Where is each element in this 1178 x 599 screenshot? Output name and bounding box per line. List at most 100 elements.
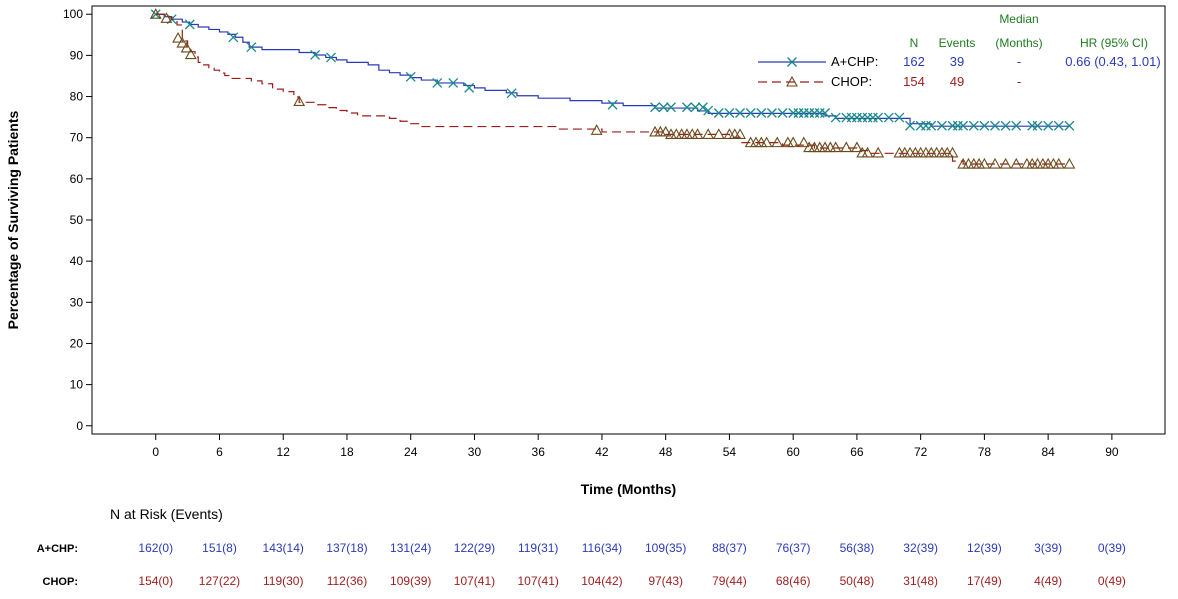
censor-marker-chop — [920, 146, 932, 158]
censor-marker-a-chp — [958, 120, 969, 131]
x-tick-label-60: 60 — [786, 445, 800, 459]
x-tick-label-12: 12 — [277, 445, 291, 459]
censor-marker-a-chp — [915, 120, 926, 131]
at-risk-label-a-chp: A+CHP: — [37, 543, 78, 555]
censor-marker-a-chp — [968, 120, 979, 131]
censor-marker-a-chp — [405, 71, 416, 82]
y-tick-label-80: 80 — [70, 90, 84, 104]
legend-header-median: Median — [999, 12, 1038, 26]
censor-marker-chop — [734, 128, 746, 139]
x-tick-label-36: 36 — [532, 445, 546, 459]
censor-marker-chop — [850, 141, 863, 153]
censor-marker-a-chp — [228, 32, 239, 43]
censor-marker-chop — [712, 128, 725, 139]
survival-curves — [149, 8, 1076, 169]
legend-header-n: N — [910, 36, 919, 50]
at-risk-title: N at Risk (Events) — [110, 506, 223, 522]
survival-line-a-chp — [155, 13, 1070, 127]
at-risk-value-a-chp: 162(0) — [138, 541, 173, 555]
censor-marker-a-chp — [1043, 120, 1054, 131]
censor-marker-a-chp — [1064, 120, 1075, 131]
legend-header-events: Events — [939, 36, 976, 50]
at-risk-value-chop: 109(39) — [390, 574, 431, 588]
censor-marker-chop — [813, 141, 826, 153]
at-risk-value-chop: 107(41) — [518, 574, 559, 588]
legend-header-months: (Months) — [995, 36, 1042, 50]
at-risk-value-a-chp: 88(37) — [712, 541, 747, 555]
legend-hr-a-chp: 0.66 (0.43, 1.01) — [1065, 54, 1160, 69]
at-risk-value-chop: 17(49) — [967, 574, 1002, 588]
censor-marker-a-chp — [921, 120, 931, 131]
censor-marker-a-chp — [246, 42, 257, 53]
at-risk-value-a-chp: 137(18) — [326, 541, 367, 555]
censor-marker-chop — [176, 36, 189, 48]
censor-marker-a-chp — [883, 112, 894, 123]
at-risk-value-a-chp: 122(29) — [454, 541, 495, 555]
censor-marker-chop — [946, 146, 959, 158]
censor-marker-a-chp — [936, 120, 947, 131]
legend: Median N Events (Months) HR (95% CI) A+CHP: 16… — [758, 12, 1161, 89]
censor-marker-a-chp — [735, 108, 746, 118]
censor-marker-chop — [861, 146, 874, 158]
censor-marker-a-chp — [777, 108, 788, 118]
censor-marker-a-chp — [894, 112, 905, 123]
x-tick-label-42: 42 — [595, 445, 609, 459]
y-tick-label-60: 60 — [70, 172, 84, 186]
x-tick-label-54: 54 — [723, 445, 737, 459]
censor-marker-chop — [691, 128, 704, 139]
censor-marker-a-chp — [650, 102, 661, 113]
plot-frame — [91, 5, 1166, 435]
censor-marker-a-chp — [666, 102, 676, 113]
censor-marker-a-chp — [1053, 120, 1064, 131]
censor-marker-chop — [893, 146, 906, 158]
censor-marker-a-chp — [1011, 120, 1022, 131]
censor-marker-chop — [1010, 157, 1023, 169]
at-risk-value-chop: 119(30) — [263, 574, 303, 588]
censor-marker-a-chp — [756, 108, 767, 118]
x-tick-label-66: 66 — [850, 445, 864, 459]
censor-marker-a-chp — [830, 112, 841, 123]
censor-marker-a-chp — [766, 108, 777, 118]
at-risk-value-a-chp: 131(24) — [390, 541, 431, 555]
censor-marker-chop — [160, 12, 173, 23]
censor-marker-chop — [904, 146, 916, 158]
plot-axes: 0 10 20 30 40 50 60 70 80 90 100 0 6 12 18 24 30 36 42 48 54… — [5, 5, 1166, 497]
censor-marker-chop — [180, 41, 193, 53]
censor-marker-a-chp — [1000, 120, 1011, 131]
at-risk-value-chop: 127(22) — [199, 574, 240, 588]
at-risk-label-chop: CHOP: — [43, 576, 78, 588]
legend-median-a-chp: - — [1017, 54, 1021, 69]
legend-n-a-chp: 162 — [903, 54, 925, 69]
legend-events-chop: 49 — [950, 74, 964, 89]
at-risk-value-chop: 104(42) — [581, 574, 622, 588]
censor-marker-a-chp — [607, 99, 618, 110]
censor-marker-chop — [149, 8, 162, 19]
censor-marker-a-chp — [862, 112, 873, 123]
censor-marker-a-chp — [841, 112, 852, 123]
censor-marker-a-chp — [1032, 120, 1043, 131]
x-tick-label-78: 78 — [978, 445, 992, 459]
censor-marker-chop — [856, 146, 869, 158]
legend-arm-chop: CHOP: — [831, 74, 872, 89]
at-risk-value-chop: 107(41) — [454, 574, 495, 588]
x-tick-label-6: 6 — [216, 445, 223, 459]
censor-marker-chop — [172, 31, 184, 43]
censor-marker-a-chp — [926, 120, 937, 131]
at-risk-value-a-chp: 143(14) — [263, 541, 304, 555]
censor-marker-a-chp — [184, 19, 195, 30]
x-tick-label-90: 90 — [1105, 445, 1119, 459]
x-tick-label-72: 72 — [914, 445, 928, 459]
censor-marker-chop — [930, 146, 943, 158]
at-risk-value-a-chp: 76(37) — [776, 541, 811, 555]
at-risk-value-a-chp: 3(39) — [1034, 541, 1062, 555]
at-risk-value-chop: 112(36) — [327, 574, 367, 588]
censor-marker-chop — [941, 146, 954, 158]
censor-marker-a-chp — [867, 112, 878, 123]
censor-marker-chop — [925, 146, 938, 158]
censor-marker-chop — [824, 141, 837, 153]
censor-marker-a-chp — [873, 112, 884, 123]
y-tick-label-70: 70 — [70, 131, 84, 145]
censor-marker-chop — [293, 95, 306, 107]
censor-marker-chop — [1052, 157, 1065, 169]
